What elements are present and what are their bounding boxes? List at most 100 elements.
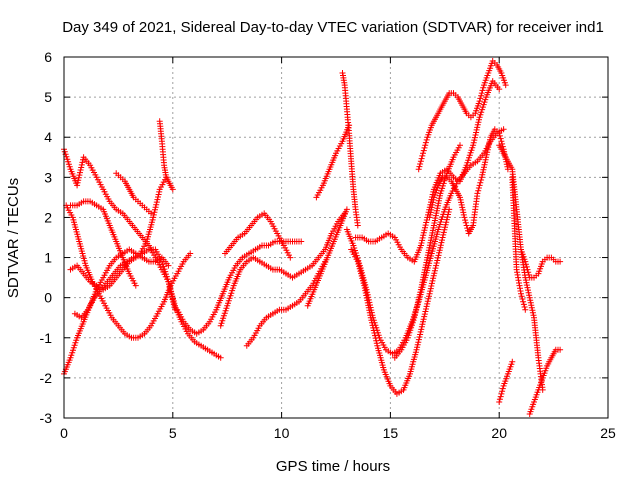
x-tick-label: 0 xyxy=(60,425,68,441)
data-point xyxy=(417,158,424,165)
data-point xyxy=(422,142,429,149)
data-point xyxy=(496,399,503,405)
data-point xyxy=(500,126,507,133)
data-point xyxy=(425,295,432,302)
y-tick-label: 2 xyxy=(44,209,52,225)
data-point xyxy=(421,311,428,318)
data-point xyxy=(419,321,426,328)
data-point xyxy=(428,283,435,289)
data-point xyxy=(557,258,564,265)
data-point xyxy=(77,169,83,176)
data-point xyxy=(469,144,476,151)
data-point xyxy=(496,132,503,139)
data-point xyxy=(437,219,444,225)
data-point xyxy=(525,271,532,278)
data-point xyxy=(418,240,425,246)
data-point xyxy=(470,139,477,146)
data-point xyxy=(479,87,486,94)
data-point xyxy=(422,222,429,229)
data-point xyxy=(372,335,379,342)
data-point xyxy=(475,187,482,194)
data-point xyxy=(496,396,503,403)
data-point xyxy=(457,142,463,149)
data-point xyxy=(228,290,235,297)
data-point xyxy=(421,144,428,151)
data-point xyxy=(169,186,176,193)
data-point xyxy=(408,324,415,331)
data-point xyxy=(420,316,427,323)
data-point xyxy=(485,144,492,151)
data-point xyxy=(165,278,172,285)
data-point xyxy=(498,138,505,145)
data-point xyxy=(478,92,485,99)
data-point xyxy=(78,164,85,171)
data-point xyxy=(413,307,420,314)
data-point xyxy=(417,161,424,167)
data-points xyxy=(61,58,564,417)
data-point xyxy=(478,109,485,116)
data-point xyxy=(499,388,506,395)
data-point xyxy=(477,95,484,102)
data-point xyxy=(132,282,139,289)
x-axis-label: GPS time / hours xyxy=(276,458,390,475)
data-point xyxy=(417,331,424,338)
data-point xyxy=(439,234,446,241)
data-point xyxy=(478,90,485,97)
data-point xyxy=(169,293,175,300)
data-point xyxy=(499,385,506,392)
data-point xyxy=(475,185,482,191)
data-point xyxy=(444,214,451,221)
data-point xyxy=(518,290,524,297)
y-tick-label: 5 xyxy=(44,89,52,105)
data-point xyxy=(434,257,441,264)
data-point xyxy=(79,159,86,166)
x-tick-label: 10 xyxy=(274,425,290,441)
y-tick-labels: -3 -2 -1 0 1 2 3 4 5 6 xyxy=(40,49,53,426)
data-point xyxy=(509,358,516,365)
data-point xyxy=(148,210,154,217)
data-point xyxy=(446,206,453,213)
data-point xyxy=(426,290,433,297)
data-point xyxy=(435,252,442,259)
data-point xyxy=(461,214,468,221)
data-point xyxy=(520,301,527,308)
data-point xyxy=(502,82,509,89)
data-point xyxy=(433,262,440,269)
data-point xyxy=(476,182,483,189)
data-point xyxy=(474,190,481,197)
x-tick-label: 25 xyxy=(600,425,616,441)
data-point xyxy=(437,242,444,249)
data-point xyxy=(417,289,424,296)
y-tick-label: -1 xyxy=(40,330,53,346)
data-point xyxy=(430,272,437,279)
data-point xyxy=(367,314,374,321)
data-point xyxy=(75,174,82,181)
x-tick-label: 15 xyxy=(383,425,399,441)
data-point xyxy=(420,229,427,236)
data-point xyxy=(442,224,448,231)
data-point xyxy=(416,294,423,301)
data-point xyxy=(170,299,177,305)
data-point xyxy=(476,98,483,105)
data-point xyxy=(287,254,294,261)
plot-frame xyxy=(63,56,609,419)
data-point xyxy=(474,124,481,131)
data-point xyxy=(523,261,529,268)
data-point xyxy=(518,293,525,300)
data-point xyxy=(497,393,504,400)
data-point xyxy=(431,267,438,274)
data-point xyxy=(440,229,447,236)
y-tick-label: 3 xyxy=(44,169,52,185)
data-point xyxy=(525,269,532,276)
y-tick-label: 0 xyxy=(44,290,52,306)
data-point xyxy=(415,339,422,346)
data-point xyxy=(522,306,529,313)
data-point xyxy=(522,258,529,265)
x-tick-label: 20 xyxy=(491,425,507,441)
data-point xyxy=(462,219,469,226)
data-point xyxy=(443,219,450,226)
data-point xyxy=(354,222,361,229)
data-point xyxy=(414,302,421,308)
